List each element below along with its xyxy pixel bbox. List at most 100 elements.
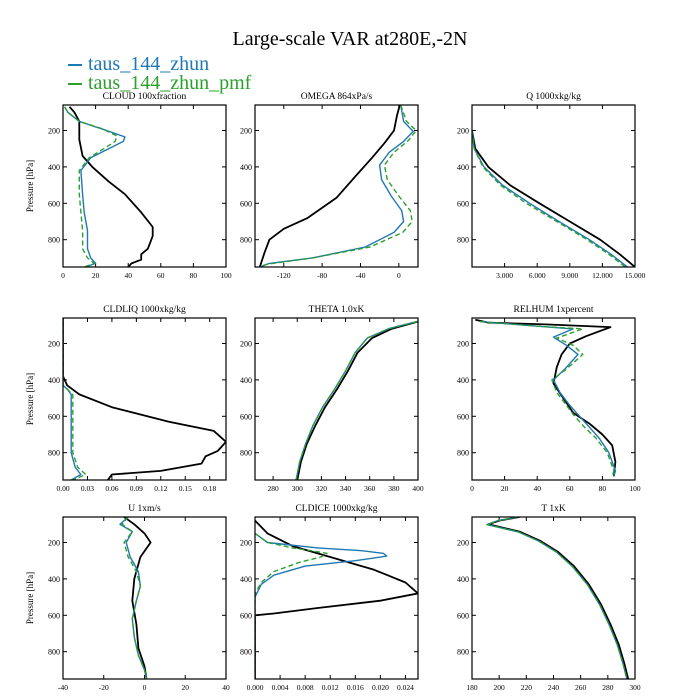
series-line-2 [259,105,414,267]
y-axis-label: Pressure [hPa] [25,160,35,212]
x-tick-label: 0 [143,683,147,692]
legend-line-blue [68,64,82,66]
x-tick-label: 280 [602,683,614,692]
chart-panel: THETA 1.0xK 200 400 600 800 280 300 320 340 360 38… [240,305,424,493]
x-tick-label: 0.03 [81,484,94,493]
y-tick-label: 800 [457,648,469,657]
y-tick-label: 400 [48,575,60,584]
y-tick-label: 200 [240,339,252,348]
x-tick-label: 20 [182,683,190,692]
x-tick-label: 340 [340,484,352,493]
x-tick-label: 280 [267,484,279,493]
x-tick-label: 0.00 [56,484,69,493]
x-tick-label: 0.15 [179,484,192,493]
x-tick-label: 360 [364,484,376,493]
series-line-3 [121,517,148,679]
y-axis-label: Pressure [hPa] [25,572,35,624]
y-tick-label: 400 [457,163,469,172]
series-line-1 [255,519,418,679]
series-line-2 [255,532,388,679]
y-tick-label: 200 [240,538,252,547]
x-tick-label: 60 [157,271,165,280]
legend-line-green [68,83,82,85]
x-tick-label: 80 [599,484,607,493]
panel-title: CLDICE 1000xkg/kg [295,504,377,514]
x-tick-label: -80 [317,271,327,280]
plot-frame [471,516,636,680]
y-tick-label: 800 [457,236,469,245]
series-line-1 [123,517,152,679]
plot-frame [62,516,227,680]
chart-panel: CLDICE 1000xkg/kg 200 400 600 800 0.000 0.004 0… [240,504,419,692]
panel-title: T 1xK [541,504,566,514]
legend-label: taus_144_zhun_pmf [88,72,252,94]
y-tick-label: 600 [48,412,60,421]
x-tick-label: 9.000 [561,271,578,280]
series-line-1 [296,320,418,480]
series-line-1 [475,318,617,477]
chart-panel: Q 1000xkg/kg 200 400 600 800 3.000 6.000 9.000 1… [457,92,646,280]
plot-frame [471,104,636,268]
y-tick-label: 800 [48,648,60,657]
y-tick-label: 600 [48,611,60,620]
x-tick-label: 0.012 [322,683,339,692]
y-tick-label: 600 [457,199,469,208]
series-line-3 [472,130,626,267]
series-line-2 [63,318,82,480]
legend-label: taus_144_zhun [88,53,210,75]
x-tick-label: 0.004 [272,683,289,692]
x-tick-label: 240 [548,683,560,692]
series-line-1 [68,106,154,267]
x-tick-label: 0 [470,484,474,493]
y-tick-label: 400 [48,376,60,385]
plot-frame [254,516,419,680]
series-line-3 [486,517,628,679]
y-tick-label: 600 [457,412,469,421]
series-line-1 [63,318,226,480]
x-tick-label: 60 [566,484,574,493]
figure-title: Large-scale VAR at280E,-2N [232,28,468,50]
series-line-2 [486,517,628,679]
y-tick-label: 600 [240,412,252,421]
plot-frame [62,104,227,268]
y-tick-label: 200 [457,126,469,135]
y-tick-label: 400 [240,163,252,172]
series-line-2 [295,320,418,480]
plot-frame [62,317,227,481]
y-tick-label: 600 [240,611,252,620]
y-tick-label: 200 [48,126,60,135]
y-tick-label: 200 [48,538,60,547]
x-tick-label: 3.000 [496,271,513,280]
x-tick-label: 0.12 [154,484,167,493]
series-line-1 [472,130,635,267]
y-tick-label: 400 [240,575,252,584]
x-tick-label: 300 [292,484,304,493]
x-tick-label: 0.016 [347,683,364,692]
x-tick-label: 300 [629,683,641,692]
x-tick-label: 0.024 [397,683,414,692]
x-tick-label: 12.000 [592,271,613,280]
plot-frame [254,317,419,481]
x-tick-label: 220 [521,683,533,692]
y-tick-label: 800 [240,236,252,245]
x-tick-label: 80 [190,271,198,280]
series-line-3 [255,532,328,679]
y-tick-label: 400 [48,163,60,172]
x-tick-label: 0.008 [297,683,314,692]
x-tick-label: 0 [61,271,65,280]
panel-title: U 1xm/s [128,504,161,514]
series-line-2 [480,320,617,477]
x-tick-label: 20 [501,484,509,493]
series-line-3 [480,320,615,477]
plot-frame [254,104,419,268]
y-tick-label: 400 [240,376,252,385]
x-tick-label: 0 [397,271,401,280]
x-tick-label: 260 [575,683,587,692]
series-line-3 [63,318,87,480]
x-tick-label: 0.18 [203,484,216,493]
chart-panel: OMEGA 864xPa/s 200 400 600 800 -120 -80 -40 0 [240,92,419,280]
x-tick-label: 400 [412,484,424,493]
chart-panel: U 1xm/s Pressure [hPa] 200 400 600 800 -40 -20 0… [25,504,230,692]
